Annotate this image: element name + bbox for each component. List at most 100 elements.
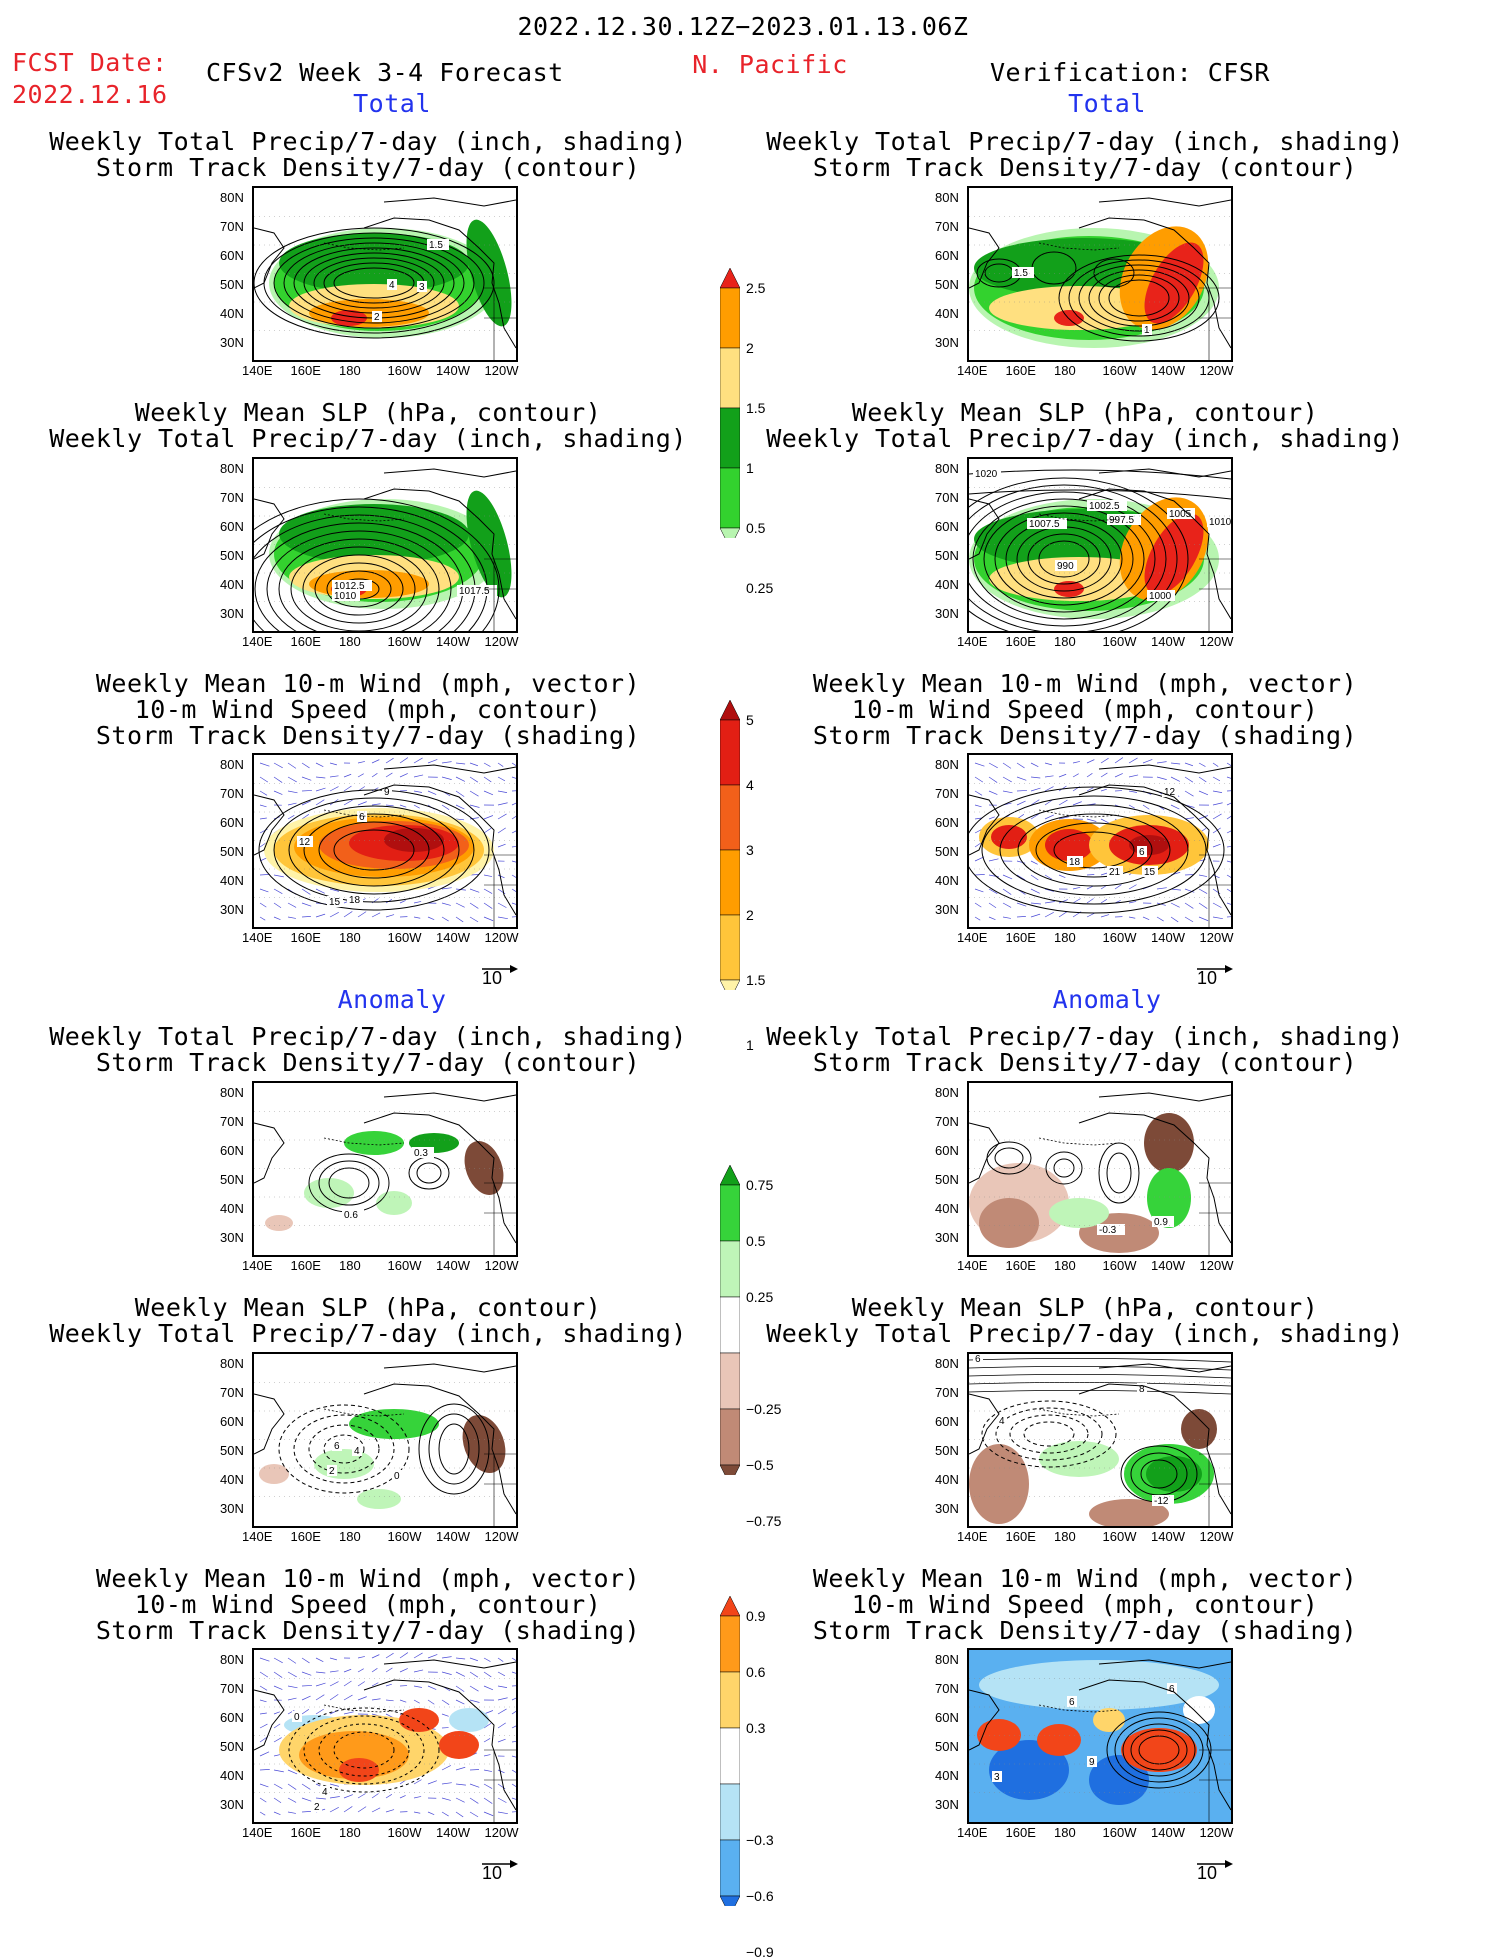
vector-ref-p5: 10 [482,958,518,989]
coastline-arctic [384,1364,516,1372]
shading-region [977,1719,1021,1751]
contour-label: 15 [327,896,343,908]
lat-tick: 40N [935,1472,959,1487]
lat-tick: 80N [935,190,959,205]
contour-label: 6 [973,1354,983,1365]
contour-label: 12 [297,836,313,848]
lon-tick: 140E [957,1529,987,1544]
colorbar-label: −0.6 [746,1888,774,1904]
p12-title-3: Storm Track Density/7-day (shading) [813,1616,1357,1645]
colorbar-cap [720,1165,740,1185]
map-panel-p8: 0.9-0.3 [967,1081,1233,1257]
colorbar-cap [720,1896,740,1906]
svg-text:0.6: 0.6 [344,1210,358,1221]
lat-tick: 50N [220,277,244,292]
lat-tick: 50N [220,1172,244,1187]
shading-region [1093,1708,1125,1732]
lat-tick: 50N [935,1172,959,1187]
state-borders [1199,855,1231,927]
svg-text:18: 18 [1069,857,1081,868]
contour-label: 2 [327,1465,337,1477]
lat-tick: 50N [935,277,959,292]
lon-tick: 120W [1200,1825,1234,1840]
shading-region [458,1136,511,1201]
colorbar-label: 2 [746,340,754,356]
contour-label: 1002.5 [1087,500,1127,512]
lon-tick: 140W [436,363,470,378]
lon-tick: 160W [388,1529,422,1544]
lat-tick: 60N [935,1414,959,1429]
lon-tick: 140E [957,634,987,649]
lon-tick: 140E [242,634,272,649]
lat-tick: 80N [220,461,244,476]
lon-tick: 140W [1151,1258,1185,1273]
p1-title-1: Weekly Total Precip/7-day (inch, shading… [49,127,687,156]
fcst-date-value: 2022.12.16 [12,80,168,109]
svg-text:2: 2 [329,1466,335,1477]
contour-label: 0.3 [412,1147,434,1159]
contour-label: 4 [997,1415,1007,1427]
lat-tick: 70N [220,786,244,801]
contour-label: 997.5 [1107,514,1141,526]
lat-tick: 80N [935,1085,959,1100]
coastline-arctic [1099,198,1231,206]
shading-region [979,1198,1039,1248]
contour-line [417,1163,441,1183]
lat-tick: 40N [935,577,959,592]
contour-label: -12 [1152,1495,1174,1507]
p12-title-2: 10-m Wind Speed (mph, contour) [852,1590,1319,1619]
colorbar-swatch [720,915,740,980]
shading-region [449,1708,489,1732]
lat-tick: 40N [220,1201,244,1216]
lat-tick: 70N [935,1681,959,1696]
colorbar-swatch [720,348,740,408]
lon-tick: 160E [291,1529,321,1544]
contour-line [1107,1153,1131,1193]
coastline-arctic [384,765,516,773]
lon-tick: 180 [1054,1258,1076,1273]
lon-tick: 140W [1151,634,1185,649]
lon-tick: 180 [1054,363,1076,378]
lon-tick: 180 [1054,1529,1076,1544]
lat-tick: 70N [220,1114,244,1129]
coastline-arctic [384,1660,516,1668]
contour-line [969,1390,1231,1394]
svg-text:6: 6 [1069,1697,1075,1708]
state-borders [484,1750,516,1822]
svg-text:9: 9 [384,787,390,798]
lon-tick: 160W [388,363,422,378]
contour-label: 1 [1142,324,1152,336]
p6-title-2: 10-m Wind Speed (mph, contour) [852,695,1319,724]
lat-tick: 40N [220,873,244,888]
lon-tick: 140W [1151,930,1185,945]
colorbar-swatch [720,850,740,915]
shading-region [376,1191,412,1215]
lon-tick: 120W [485,363,519,378]
lon-tick: 140W [436,1825,470,1840]
contour-label: 2 [372,311,382,323]
p11-title-3: Storm Track Density/7-day (shading) [96,1616,640,1645]
vector-ref-arrow-icon [1197,958,1233,968]
svg-text:15: 15 [1144,867,1156,878]
lat-tick: 70N [935,490,959,505]
lat-tick: 50N [220,1739,244,1754]
lon-tick: 180 [339,1825,361,1840]
lat-tick: 70N [220,490,244,505]
lat-tick: 40N [935,306,959,321]
svg-text:18: 18 [349,895,361,906]
lon-tick: 160W [388,1825,422,1840]
lon-tick: 140E [242,1825,272,1840]
p11-title-2: 10-m Wind Speed (mph, contour) [135,1590,602,1619]
shading-region [1181,1409,1217,1449]
contour-line [969,1358,1231,1362]
lat-tick: 30N [935,1501,959,1516]
state-borders [484,855,516,927]
lat-tick: 70N [935,219,959,234]
contour-label: 21 [1107,866,1123,878]
colorbar-label: 2.5 [746,280,765,296]
vector-ref-p11: 10 [482,1853,518,1884]
colorbar-swatch [720,1409,740,1465]
